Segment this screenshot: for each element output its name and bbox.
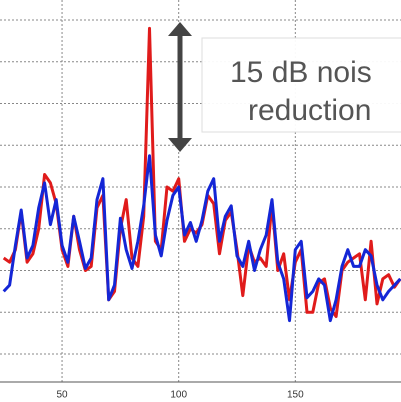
lines bbox=[2, 26, 401, 323]
x-tick-label: 50 bbox=[56, 390, 68, 401]
annotation-box bbox=[201, 37, 401, 133]
x-tick-label: 100 bbox=[170, 390, 187, 401]
annotation: 15 dB nois bbox=[230, 56, 372, 89]
annotation-arrow bbox=[168, 22, 192, 152]
annotation: reduction bbox=[248, 94, 371, 127]
x-tick-label: 150 bbox=[287, 390, 304, 401]
series-line bbox=[2, 154, 401, 323]
